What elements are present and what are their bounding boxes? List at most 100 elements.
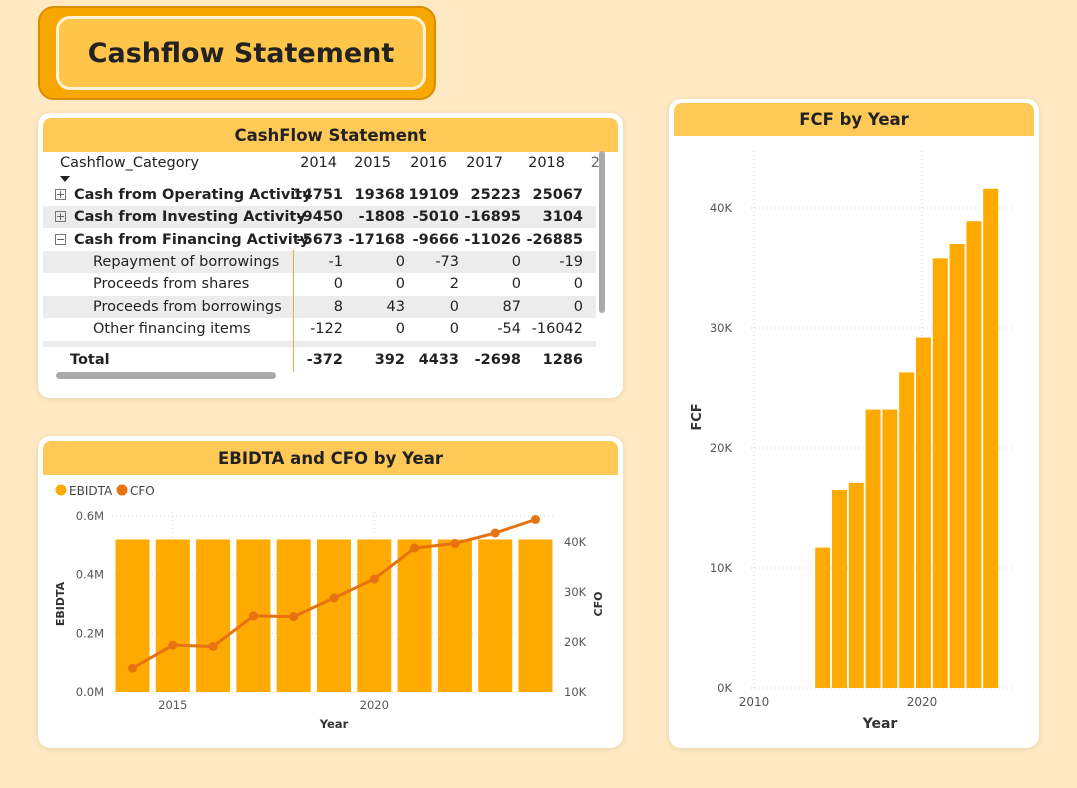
x-axis-title: Year: [319, 717, 349, 731]
ebitda-cfo-card: EBIDTA and CFO by Year EBIDTA CFO 0.0M 0.…: [38, 436, 623, 748]
cell: -122: [310, 321, 343, 337]
fcf-bar: [882, 409, 898, 688]
cell: 25067: [532, 187, 583, 203]
total-cell: 4433: [418, 352, 459, 368]
ebidta-bar: [196, 539, 231, 692]
y-tick-label: 10K: [710, 561, 733, 575]
cell: 0: [449, 321, 459, 337]
cell: -11026: [464, 232, 521, 248]
cell: 8: [333, 299, 343, 315]
y-tick-label: 0.4M: [76, 568, 104, 582]
cashflow-table-card: CashFlow Statement Cashflow_Category 201…: [38, 113, 623, 398]
matrix-header-row: Cashflow_Category 2014 2015 2016 2017 20…: [43, 152, 600, 174]
cell: 25223: [470, 187, 521, 203]
total-cell: -2698: [474, 352, 521, 368]
y2-tick-label: 20K: [564, 635, 587, 649]
page-title-button[interactable]: Cashflow Statement: [56, 16, 426, 90]
row-label: Repayment of borrowings: [93, 254, 280, 270]
fcf-bar: [865, 409, 881, 688]
cell: 19368: [354, 187, 405, 203]
table-row[interactable]: + Cash from Operating Activity 14751 1936…: [43, 184, 596, 206]
legend-label-cfo: CFO: [130, 484, 155, 498]
cfo-point: [128, 663, 137, 673]
ebidta-bar: [357, 539, 392, 692]
horizontal-scrollbar[interactable]: [56, 372, 276, 379]
fcf-bar: [983, 188, 999, 689]
cell: 0: [573, 276, 583, 292]
expand-icon[interactable]: +: [55, 210, 66, 223]
column-divider: [293, 250, 294, 372]
y2-tick-label: 40K: [564, 535, 587, 549]
fcf-bar: [966, 221, 982, 688]
title-button-frame[interactable]: Cashflow Statement: [38, 6, 436, 100]
cfo-point: [208, 641, 218, 651]
year-header[interactable]: 2017: [466, 155, 503, 171]
total-cell: 392: [374, 352, 405, 368]
fcf-bar: [949, 244, 965, 688]
row-label: Cash from Investing Activity: [74, 209, 306, 225]
category-column-header[interactable]: Cashflow_Category: [60, 155, 200, 171]
cell: -5010: [412, 209, 459, 225]
table-row[interactable]: Other financing items -122 0 0 -54 -1604…: [43, 318, 596, 340]
cell: -5673: [296, 232, 343, 248]
cell: -19: [559, 254, 583, 270]
cell: -54: [497, 321, 521, 337]
cfo-point: [531, 515, 540, 524]
y-tick-label: 20K: [710, 441, 733, 455]
ebidta-bar: [317, 539, 351, 692]
y-tick-label: 30K: [710, 321, 733, 335]
x-tick-label: 2010: [739, 695, 770, 709]
chart-legend: EBIDTA CFO: [55, 484, 155, 498]
ebitda-cfo-title: EBIDTA and CFO by Year: [43, 441, 618, 475]
y-tick-label: 0.6M: [76, 509, 104, 523]
fcf-chart: 0K 10K 20K 30K 40K 2010 2020 FCF Year: [690, 151, 1014, 732]
fcf-bar: [848, 482, 864, 688]
cfo-point: [289, 612, 299, 622]
cell: -73: [435, 254, 459, 270]
cell: -9666: [412, 232, 459, 248]
table-row[interactable]: − Cash from Financing Activity -5673 -171…: [43, 229, 596, 251]
total-label: Total: [70, 352, 110, 368]
cell: -1808: [358, 209, 405, 225]
sort-arrow-icon[interactable]: [60, 176, 70, 182]
cell: 43: [386, 299, 405, 315]
collapse-icon[interactable]: −: [55, 233, 66, 246]
y-tick-label: 40K: [710, 201, 733, 215]
y-tick-label: 0.2M: [76, 626, 104, 640]
cell: 0: [511, 276, 521, 292]
x-tick-label: 2020: [360, 698, 389, 712]
table-row[interactable]: Proceeds from shares 0 0 2 0 0: [43, 273, 596, 295]
table-row[interactable]: Repayment of borrowings -1 0 -73 0 -19: [43, 251, 596, 273]
year-header[interactable]: 2016: [410, 155, 447, 171]
fcf-bar: [815, 547, 831, 688]
fcf-bar: [932, 258, 948, 688]
vertical-scrollbar[interactable]: [599, 151, 605, 313]
cfo-point: [329, 593, 339, 603]
total-cell: 1286: [542, 352, 583, 368]
y-axis-title: EBIDTA: [54, 581, 67, 626]
cell: 0: [395, 321, 405, 337]
table-row[interactable]: + Cash from Investing Activity -9450 -180…: [43, 206, 596, 228]
cfo-point: [248, 611, 258, 621]
year-header[interactable]: 2015: [354, 155, 391, 171]
cell: -16042: [531, 321, 583, 337]
cfo-point: [450, 539, 460, 548]
total-row: Total -372 392 4433 -2698 1286: [43, 349, 596, 371]
table-row[interactable]: Proceeds from borrowings 8 43 0 87 0: [43, 296, 596, 318]
year-header-partial: 2: [590, 155, 600, 171]
y-axis-title: FCF: [690, 403, 705, 430]
cfo-point: [168, 640, 178, 650]
legend-swatch-cfo: [116, 484, 128, 496]
legend-label-ebidta: EBIDTA: [69, 484, 113, 498]
page-title: Cashflow Statement: [87, 37, 395, 69]
ebidta-bar: [478, 539, 513, 692]
ebitda-cfo-chart: EBIDTA CFO 0.0M 0.2M 0.4M 0.6M 10K 20K 30K 40K 2…: [54, 484, 605, 731]
cell: 0: [511, 254, 521, 270]
expand-icon[interactable]: +: [55, 188, 66, 201]
year-header[interactable]: 2018: [528, 155, 565, 171]
cell: 3104: [542, 209, 583, 225]
ebidta-bar: [397, 539, 432, 692]
year-header[interactable]: 2014: [300, 155, 337, 171]
cashflow-table-title: CashFlow Statement: [43, 118, 618, 152]
cell: -16895: [464, 209, 521, 225]
